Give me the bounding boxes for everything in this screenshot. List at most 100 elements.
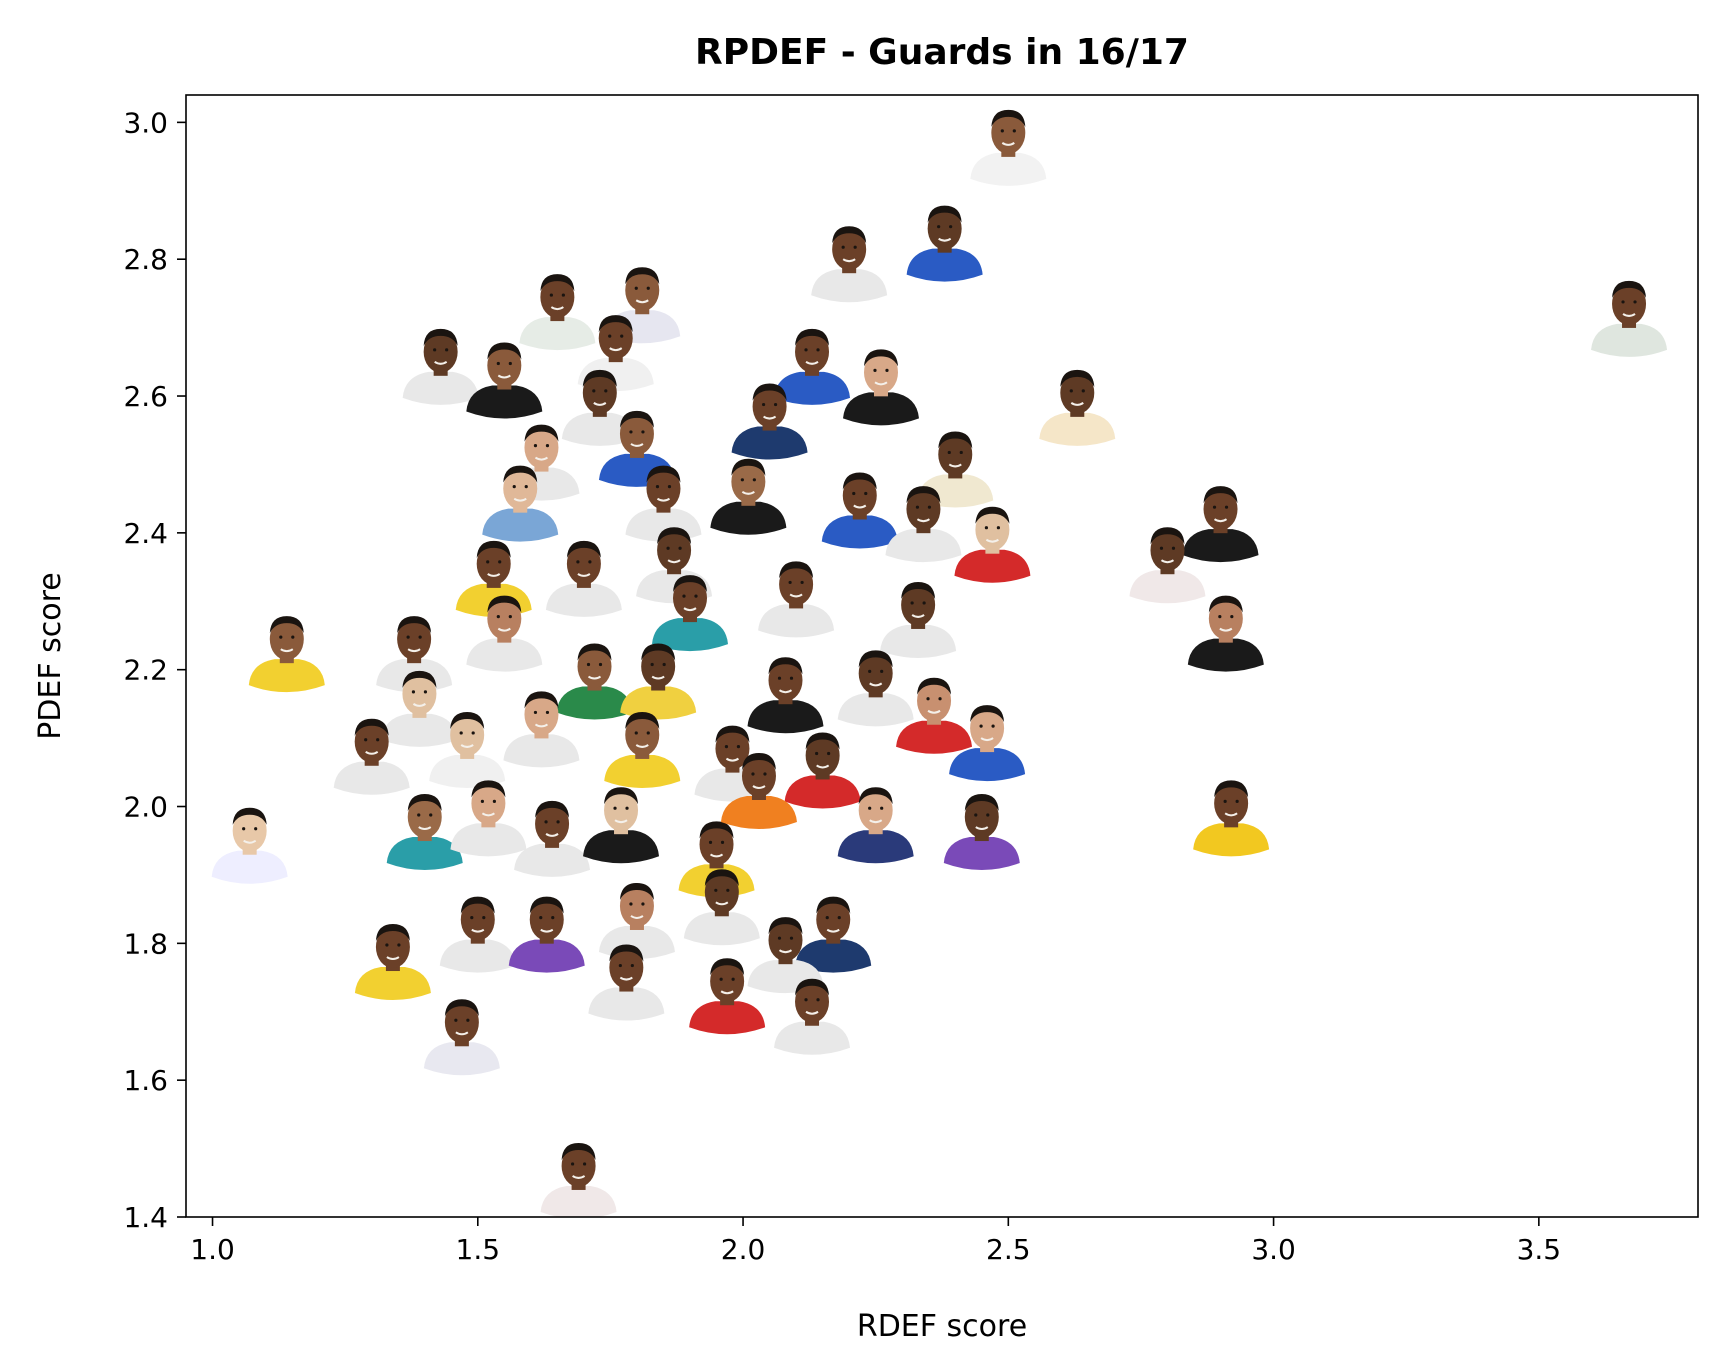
player-smile (651, 675, 665, 680)
player-face (646, 467, 681, 510)
player-eye (629, 902, 633, 906)
player-hair (699, 821, 734, 839)
player-hair (529, 896, 564, 914)
player-marker (720, 752, 797, 829)
player-hair (704, 869, 739, 887)
player-face (805, 734, 840, 777)
player-eye (937, 225, 941, 229)
player-jersey (439, 939, 516, 973)
player-face (524, 426, 559, 469)
player-eye (646, 286, 650, 290)
player-eye (708, 840, 713, 845)
player-jersey (482, 508, 559, 542)
player-eye (915, 505, 920, 509)
player-jersey (583, 830, 660, 864)
player-marker (689, 958, 766, 1035)
player-jersey (1193, 823, 1270, 857)
player-smile (805, 1010, 819, 1015)
player-hair (805, 732, 840, 750)
player-eye (480, 799, 484, 803)
player-jersey (556, 686, 633, 720)
player-face (582, 371, 617, 414)
player-smile (460, 744, 474, 748)
player-smile (869, 819, 883, 824)
player-smile (752, 785, 766, 789)
player-hair (598, 315, 633, 333)
player-hair (964, 794, 999, 812)
y-axis: 1.4 1.6 1.8 2.0 2.2 2.4 2.6 2.8 3.0 (123, 106, 186, 1234)
player-marker (731, 383, 808, 460)
player-smile (778, 949, 793, 954)
player-face (1150, 529, 1185, 572)
player-hair (917, 677, 952, 695)
player-eye (508, 615, 512, 619)
player-hair (354, 718, 389, 736)
player-smile (916, 518, 930, 523)
player-hair (1203, 486, 1238, 504)
player-jersey (811, 269, 888, 303)
player-smile (927, 709, 941, 714)
player-marker (429, 711, 506, 788)
player-hair (970, 705, 1005, 723)
player-smile (980, 737, 994, 742)
player-face (561, 1144, 596, 1187)
player-eye (556, 820, 560, 824)
player-face (460, 898, 495, 941)
y-tick-label: 2.0 (123, 791, 168, 824)
player-face (731, 460, 766, 503)
points-layer (211, 109, 1668, 1217)
player-eye (666, 546, 670, 550)
player-marker (402, 328, 479, 405)
player-jersey (1039, 412, 1116, 446)
player-jersey (970, 152, 1047, 186)
player-hair (609, 944, 644, 962)
player-eye (466, 1018, 470, 1022)
player-marker (949, 705, 1026, 782)
player-eye (634, 731, 638, 735)
player-eye (694, 594, 698, 598)
player-eye (544, 820, 548, 824)
player-hair (768, 657, 803, 675)
player-jersey (885, 529, 962, 563)
player-eye (1012, 129, 1016, 133)
player-eye (423, 690, 428, 694)
player-eye (1069, 389, 1073, 393)
player-eye (524, 485, 528, 489)
player-eye (719, 977, 723, 981)
player-jersey (842, 392, 919, 426)
player-eye (641, 430, 645, 434)
player-face (619, 884, 654, 927)
player-smile (842, 258, 856, 263)
player-eye (545, 710, 550, 715)
player-marker (540, 1142, 617, 1217)
player-hair (842, 472, 877, 490)
player-face (927, 207, 962, 250)
player-hair (646, 465, 681, 483)
player-eye (418, 635, 422, 639)
player-face (768, 919, 803, 962)
player-jersey (620, 686, 697, 720)
player-eye (864, 491, 868, 496)
player-hair (619, 882, 654, 900)
player-eye (763, 772, 767, 776)
player-smile (985, 538, 999, 543)
player-eye (880, 669, 884, 673)
player-smile (471, 928, 485, 933)
player-smile (593, 402, 607, 406)
player-eye (880, 806, 884, 810)
x-tick-label: 1.5 (456, 1233, 501, 1266)
player-hair (566, 540, 601, 558)
player-eye (947, 450, 951, 455)
player-face (423, 330, 458, 373)
player-face (598, 317, 633, 360)
player-eye (853, 245, 857, 249)
player-smile (948, 463, 962, 468)
player-marker (906, 205, 983, 282)
player-hair (752, 383, 787, 401)
player-jersey (731, 426, 808, 460)
player-smile (243, 839, 257, 844)
player-smile (709, 853, 724, 858)
y-tick-label: 1.6 (123, 1064, 168, 1097)
player-jersey (949, 748, 1026, 782)
player-marker (514, 800, 591, 877)
